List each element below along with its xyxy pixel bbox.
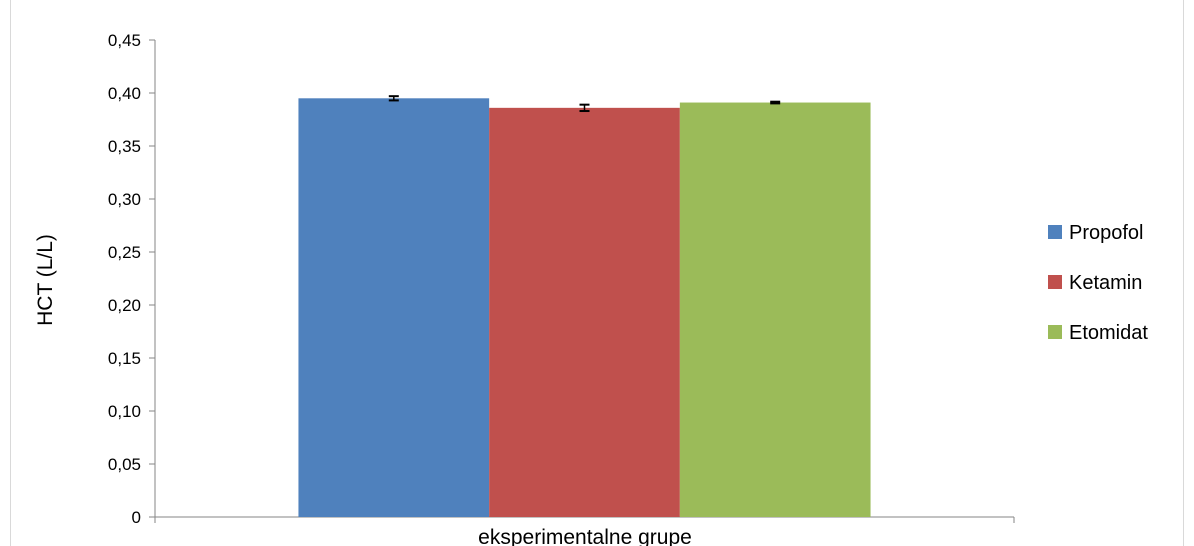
x-axis-title: eksperimentalne grupe bbox=[478, 526, 692, 546]
legend-swatch-propofol bbox=[1048, 225, 1062, 239]
legend-label-propofol: Propofol bbox=[1069, 222, 1144, 244]
legend-swatch-etomidat bbox=[1048, 325, 1062, 339]
x-axis bbox=[154, 516, 1015, 523]
y-tick-label: 0,40 bbox=[108, 84, 141, 103]
y-axis: 0 0,05 0,10 0,15 0,20 0,25 0,30 0,35 0,40 0,45 bbox=[108, 31, 156, 527]
legend-label-ketamin: Ketamin bbox=[1069, 272, 1142, 294]
legend-swatch-ketamin bbox=[1048, 275, 1062, 289]
y-tick-label: 0,35 bbox=[108, 137, 141, 156]
y-tick-label: 0,45 bbox=[108, 31, 141, 50]
y-tick-label: 0 bbox=[132, 508, 141, 527]
y-tick-label: 0,15 bbox=[108, 349, 141, 368]
bar-etomidat bbox=[679, 102, 871, 517]
bar-propofol bbox=[298, 98, 490, 518]
y-tick-label: 0,10 bbox=[108, 402, 141, 421]
chart-frame bbox=[10, 0, 1184, 546]
y-tick-label: 0,30 bbox=[108, 190, 141, 209]
bar-ketamin bbox=[489, 107, 680, 517]
legend-label-etomidat: Etomidat bbox=[1069, 322, 1148, 344]
y-tick-label: 0,05 bbox=[108, 455, 141, 474]
y-axis-title: HCT (L/L) bbox=[34, 234, 57, 326]
bars bbox=[298, 98, 871, 518]
legend: Propofol Ketamin Etomidat bbox=[1048, 222, 1148, 344]
error-bars bbox=[388, 95, 781, 113]
y-tick-label: 0,20 bbox=[108, 296, 141, 315]
y-tick-label: 0,25 bbox=[108, 243, 141, 262]
